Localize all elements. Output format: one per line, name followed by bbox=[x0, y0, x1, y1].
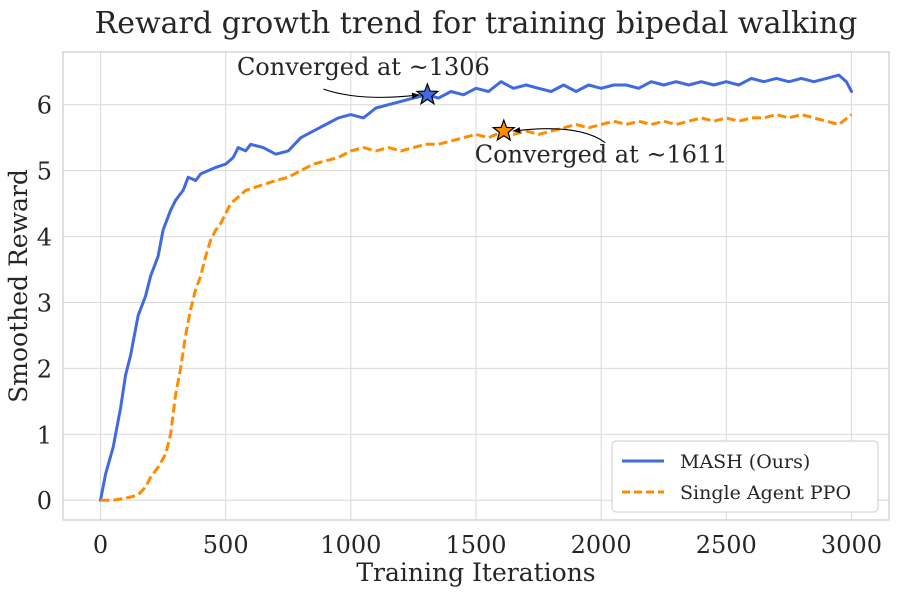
convergence-star-mash bbox=[415, 82, 440, 106]
annotation-arrowhead-2 bbox=[512, 127, 521, 134]
legend-box bbox=[611, 440, 879, 513]
annotation-layer: Converged at ~1306 Converged at ~1611 bbox=[237, 53, 728, 169]
x-tick-label: 500 bbox=[203, 531, 249, 559]
x-axis-label: Training Iterations bbox=[356, 558, 595, 587]
annotation-arrow-2 bbox=[512, 128, 606, 144]
y-tick-label: 0 bbox=[37, 487, 52, 515]
y-tick-label: 6 bbox=[37, 92, 52, 120]
legend-label-mash: MASH (Ours) bbox=[680, 451, 810, 473]
chart-title: Reward growth trend for training bipedal… bbox=[95, 6, 858, 41]
x-tick-label: 1500 bbox=[445, 531, 506, 559]
y-tick-label: 3 bbox=[37, 289, 52, 317]
y-tick-label: 1 bbox=[37, 421, 52, 449]
y-tick-label: 2 bbox=[37, 355, 52, 383]
annotation-arrowhead-1 bbox=[411, 92, 420, 99]
x-tick-label: 2000 bbox=[571, 531, 632, 559]
marker-layer bbox=[415, 82, 516, 142]
annotation-arrow-1 bbox=[323, 88, 420, 98]
axes-frame bbox=[62, 51, 890, 521]
annotation-text-2: Converged at ~1611 bbox=[475, 141, 728, 169]
x-tick-label: 2500 bbox=[696, 531, 757, 559]
series-line-single-agent-ppo bbox=[100, 113, 853, 502]
grid-layer bbox=[63, 52, 889, 520]
convergence-star-ppo bbox=[491, 118, 516, 142]
y-tick-label: 5 bbox=[37, 158, 52, 186]
annotation-text-1: Converged at ~1306 bbox=[237, 53, 490, 81]
x-tick-label: 3000 bbox=[821, 531, 882, 559]
x-tick-label: 1000 bbox=[320, 531, 381, 559]
legend-label-ppo: Single Agent PPO bbox=[680, 482, 851, 504]
y-tick-label: 4 bbox=[37, 224, 52, 252]
y-axis-label: Smoothed Reward bbox=[4, 169, 33, 403]
tick-layer: 0 500 1000 1500 2000 2500 3000 0 1 2 3 4 5 6 bbox=[37, 92, 882, 559]
legend: MASH (Ours) Single Agent PPO bbox=[611, 440, 879, 513]
x-tick-label: 0 bbox=[93, 531, 108, 559]
